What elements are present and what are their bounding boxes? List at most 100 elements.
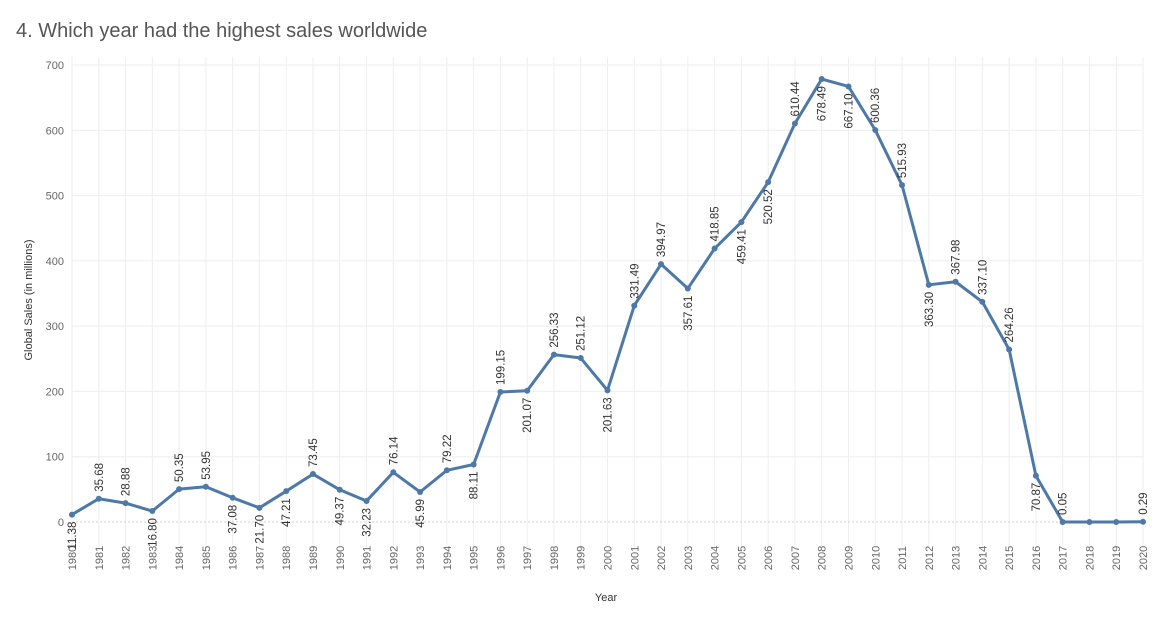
y-tick-label: 200 xyxy=(46,386,64,398)
x-tick-label: 2009 xyxy=(843,546,855,570)
data-point xyxy=(925,281,932,288)
data-point xyxy=(550,351,557,358)
x-tick-label: 1991 xyxy=(362,546,374,570)
x-tick-label: 1988 xyxy=(281,546,293,570)
data-label: 201.63 xyxy=(603,397,615,432)
x-tick-label: 1983 xyxy=(147,546,159,570)
data-point xyxy=(363,497,370,504)
data-point xyxy=(336,486,343,493)
data-points xyxy=(69,76,1146,525)
data-point xyxy=(390,469,397,476)
x-tick-label: 2008 xyxy=(817,546,829,570)
data-point xyxy=(149,508,156,515)
x-axis: 1980 1981 1982 1983 1984 1985 1986 1987 1988 1989… xyxy=(67,546,1150,570)
data-label: 678.49 xyxy=(817,86,829,121)
y-tick-label: 400 xyxy=(46,256,64,268)
data-point xyxy=(1006,346,1013,353)
x-tick-label: 1995 xyxy=(469,546,481,570)
x-tick-label: 1981 xyxy=(94,546,106,570)
data-point xyxy=(577,355,584,362)
data-label: 73.45 xyxy=(308,438,320,467)
x-tick-label: 2016 xyxy=(1031,546,1043,570)
data-point xyxy=(952,278,959,285)
data-label: 331.49 xyxy=(629,263,641,298)
data-label: 11.38 xyxy=(67,522,79,550)
x-tick-label: 1980 xyxy=(67,546,79,570)
x-tick-label: 2011 xyxy=(897,546,909,570)
data-label: 16.80 xyxy=(147,518,159,547)
data-point xyxy=(283,488,290,495)
x-tick-label: 1998 xyxy=(549,546,561,570)
x-tick-label: 2005 xyxy=(736,546,748,570)
data-label: 79.22 xyxy=(442,434,454,463)
x-tick-label: 1992 xyxy=(388,546,400,570)
x-tick-label: 1997 xyxy=(522,546,534,570)
data-point xyxy=(524,387,531,394)
data-label: 418.85 xyxy=(710,206,722,241)
data-point xyxy=(684,285,691,292)
x-tick-label: 2000 xyxy=(603,546,615,570)
x-tick-label: 1986 xyxy=(228,546,240,570)
x-tick-label: 2019 xyxy=(1111,546,1123,570)
x-tick-label: 2020 xyxy=(1138,546,1150,570)
x-tick-label: 2018 xyxy=(1084,546,1096,570)
data-point xyxy=(1140,518,1146,525)
data-label: 600.36 xyxy=(870,88,882,123)
data-point xyxy=(604,387,611,394)
data-point xyxy=(443,467,450,474)
data-label: 37.08 xyxy=(228,505,240,534)
data-label: 363.30 xyxy=(924,292,936,327)
data-point xyxy=(95,495,102,502)
x-tick-label: 1999 xyxy=(576,546,588,570)
data-point xyxy=(631,302,638,309)
data-label: 32.23 xyxy=(362,508,374,537)
data-point xyxy=(176,486,183,493)
x-tick-label: 1982 xyxy=(121,546,133,570)
data-point xyxy=(122,500,129,507)
data-label: 357.61 xyxy=(683,296,695,331)
data-label: 394.97 xyxy=(656,222,668,257)
x-tick-label: 2002 xyxy=(656,546,668,570)
data-point xyxy=(202,483,209,490)
data-point xyxy=(417,488,424,495)
data-point xyxy=(818,76,825,83)
x-tick-label: 1990 xyxy=(335,546,347,570)
data-point xyxy=(497,388,504,395)
data-label: 49.37 xyxy=(335,497,347,526)
x-tick-label: 2004 xyxy=(710,546,722,570)
data-point xyxy=(765,179,772,186)
data-label: 337.10 xyxy=(977,260,989,295)
data-point xyxy=(711,245,718,252)
y-tick-label: 0 xyxy=(58,517,64,529)
data-point xyxy=(979,298,986,305)
x-tick-label: 1989 xyxy=(308,546,320,570)
data-label: 264.26 xyxy=(1004,307,1016,342)
data-point xyxy=(738,219,745,226)
x-tick-label: 2012 xyxy=(924,546,936,570)
data-label: 70.87 xyxy=(1031,483,1043,512)
data-point xyxy=(69,511,75,518)
data-label: 21.70 xyxy=(254,515,266,544)
data-point xyxy=(1032,472,1039,479)
data-point xyxy=(1086,519,1093,525)
x-tick-label: 2001 xyxy=(629,546,641,570)
data-point xyxy=(899,182,906,189)
data-label: 35.68 xyxy=(94,463,106,492)
y-tick-label: 600 xyxy=(46,125,64,137)
x-tick-label: 1984 xyxy=(174,546,186,570)
data-point xyxy=(256,504,263,511)
data-point xyxy=(658,261,665,268)
data-label: 199.15 xyxy=(495,350,507,385)
data-labels: 11.38 35.68 28.88 16.80 50.35 53.95 37.08 21.70… xyxy=(67,81,1150,550)
y-tick-label: 300 xyxy=(46,321,64,333)
data-label: 53.95 xyxy=(201,451,213,480)
data-point xyxy=(470,461,477,468)
x-tick-label: 2014 xyxy=(977,546,989,570)
y-tick-label: 500 xyxy=(46,191,64,203)
data-label: 50.35 xyxy=(174,453,186,482)
x-tick-label: 2007 xyxy=(790,546,802,570)
data-label: 251.12 xyxy=(576,316,588,351)
data-label: 76.14 xyxy=(388,436,400,465)
data-label: 88.11 xyxy=(469,471,481,499)
